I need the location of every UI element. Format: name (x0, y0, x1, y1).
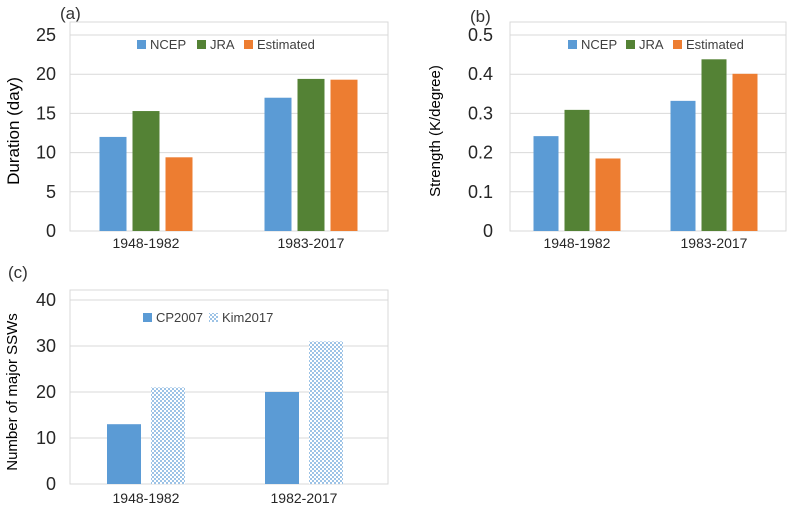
panel-c-legend-swatch (143, 313, 152, 322)
panel-b-category-label: 1983-2017 (681, 235, 748, 251)
panel-a-bar-estimated (165, 157, 193, 231)
panel-a-bar-ncep (264, 97, 292, 231)
panel-a-bar-jra (132, 111, 160, 231)
panel-c-ytick-label: 40 (36, 290, 56, 310)
panel-a-legend-label: JRA (210, 37, 235, 52)
panel-c-category-label: 1948-1982 (113, 490, 180, 506)
panel-c-label: (c) (8, 263, 28, 282)
panel-b-ylabel: Strength (K/degree) (427, 65, 444, 197)
panel-a-legend-swatch (244, 40, 253, 49)
panel-a-bar-ncep (99, 136, 127, 231)
panel-b-bar-estimated (732, 73, 758, 231)
panel-a-ytick-label: 5 (46, 182, 56, 202)
panel-b-legend-label: NCEP (581, 37, 617, 52)
panel-b-ytick-label: 0.4 (468, 64, 493, 84)
panel-a-category-label: 1983-2017 (278, 235, 345, 251)
panel-b-category-label: 1948-1982 (544, 235, 611, 251)
panel-a-bar-estimated (330, 79, 358, 231)
panel-a-legend-label: Estimated (257, 37, 315, 52)
panel-c-bar-kim2017 (309, 341, 343, 484)
panel-a: (a) Duration (day) 0 5 10 15 20 25 1948-1982 19… (4, 4, 389, 251)
panel-a-legend-swatch (137, 40, 146, 49)
panel-c-plot: 0 10 20 30 40 1948-1982 1982-2017 CP2007 Kim2017 (36, 289, 389, 506)
panel-a-ytick-label: 20 (36, 64, 56, 84)
panel-b-ytick-label: 0 (483, 221, 493, 241)
panel-b-legend-swatch (568, 40, 577, 49)
panel-b: (b) Strength (K/degree) 0 0.1 0.2 0.3 0.4 0.5… (427, 7, 787, 251)
panel-a-plot: 0 5 10 15 20 25 1948-1982 1983-2017 NCEP JRA Estim… (36, 21, 389, 251)
panel-c-ytick-label: 30 (36, 336, 56, 356)
panel-b-bar-ncep (670, 100, 696, 231)
panel-a-ytick-label: 25 (36, 25, 56, 45)
panel-a-bar-jra (297, 78, 325, 232)
panel-b-ytick-label: 0.3 (468, 103, 493, 123)
panel-b-bar-jra (564, 109, 590, 231)
panel-b-ytick-label: 0.2 (468, 143, 493, 163)
panel-c-bar-cp2007 (107, 424, 141, 484)
panel-a-ylabel: Duration (day) (4, 77, 23, 185)
panel-a-ytick-label: 0 (46, 221, 56, 241)
panel-a-label: (a) (60, 4, 81, 23)
panel-c-legend-swatch (209, 313, 218, 322)
panel-b-legend-label: JRA (639, 37, 664, 52)
panel-c-ylabel: Number of major SSWs (4, 313, 21, 471)
panel-c-ytick-label: 20 (36, 382, 56, 402)
panel-a-category-label: 1948-1982 (113, 235, 180, 251)
panel-a-ytick-label: 10 (36, 143, 56, 163)
panel-c-legend-label: CP2007 (156, 310, 203, 325)
panel-c: (c) Number of major SSWs 0 10 20 30 40 1948-1… (4, 263, 389, 506)
panel-b-legend-swatch (626, 40, 635, 49)
panel-c-ytick-label: 10 (36, 428, 56, 448)
panel-c-ytick-label: 0 (46, 474, 56, 494)
panel-b-ytick-label: 0.5 (468, 25, 493, 45)
panel-a-legend-label: NCEP (150, 37, 186, 52)
panel-c-category-label: 1982-2017 (271, 490, 338, 506)
panel-c-bar-cp2007 (265, 392, 299, 484)
panel-b-ytick-label: 0.1 (468, 182, 493, 202)
panel-b-legend-swatch (673, 40, 682, 49)
panel-a-ytick-label: 15 (36, 103, 56, 123)
panel-b-plot: 0 0.1 0.2 0.3 0.4 0.5 1948-1982 1983-2017 NCEP JR… (468, 21, 787, 251)
panel-b-label: (b) (470, 7, 491, 26)
panel-a-legend-swatch (197, 40, 206, 49)
panel-b-legend-label: Estimated (686, 37, 744, 52)
panel-b-bar-jra (701, 59, 727, 231)
panel-b-bar-estimated (595, 158, 621, 231)
panel-c-bar-kim2017 (151, 387, 185, 484)
panel-b-bar-ncep (533, 136, 559, 231)
panel-c-legend-label: Kim2017 (222, 310, 273, 325)
